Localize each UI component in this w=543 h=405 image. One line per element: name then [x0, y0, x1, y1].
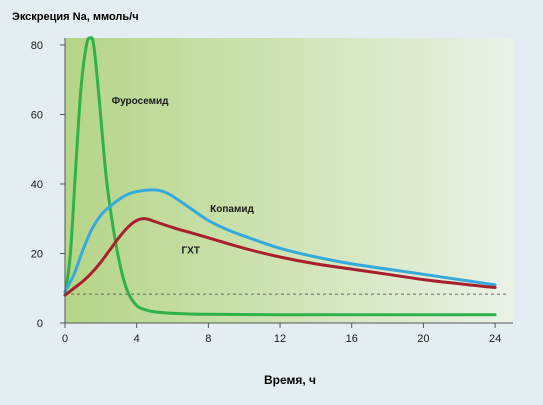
series-annotation-label: Копамид	[210, 204, 254, 215]
y-axis-label: Экскреция Na, ммоль/ч	[12, 11, 139, 23]
series-line-0	[63, 36, 497, 317]
plot-area	[65, 38, 513, 323]
series-line-2	[63, 217, 497, 297]
x-tick-label: 24	[489, 333, 501, 345]
x-tick-label: 12	[274, 333, 286, 345]
x-tick-label: 16	[346, 333, 358, 345]
x-axis-label: Время, ч	[264, 373, 316, 387]
x-tick-label: 8	[205, 333, 211, 345]
y-tick-label: 0	[37, 318, 43, 330]
series-annotation-label: ГХТ	[181, 245, 199, 256]
x-tick-label: 4	[134, 333, 140, 345]
x-tick-label: 0	[62, 333, 68, 345]
x-tick-label: 20	[417, 333, 429, 345]
series-line-1	[63, 188, 497, 294]
y-tick-label: 40	[31, 179, 43, 191]
y-tick-label: 60	[31, 109, 43, 121]
y-tick-label: 20	[31, 248, 43, 260]
y-tick-label: 80	[31, 40, 43, 52]
series-annotation-label: Фуросемид	[112, 96, 170, 107]
